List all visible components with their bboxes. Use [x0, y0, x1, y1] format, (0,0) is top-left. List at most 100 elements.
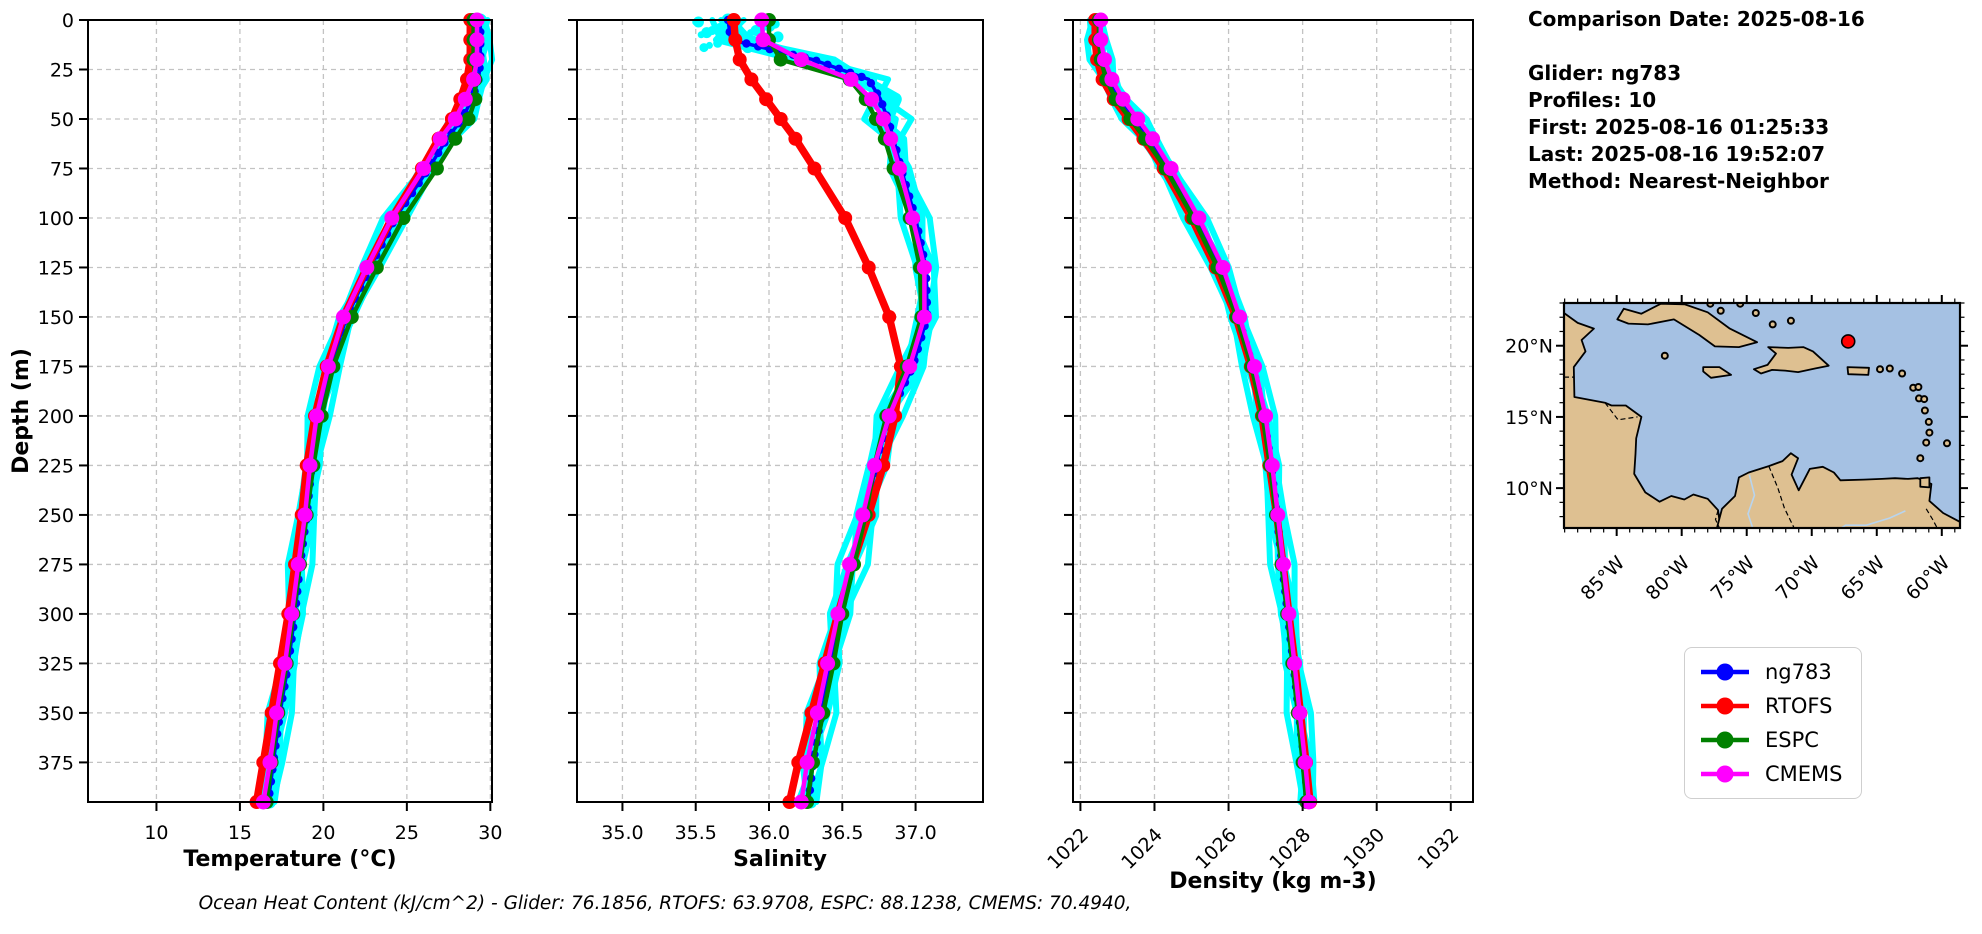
land-jamaica: [1702, 366, 1733, 379]
legend-item-ng783[interactable]: ng783: [1699, 660, 1843, 684]
map-lon-label: 85°W: [1577, 552, 1630, 605]
depth-tick-label: 200: [38, 406, 74, 428]
river: [1839, 510, 1906, 528]
depth-tick-label: 175: [38, 356, 74, 378]
island: [1885, 364, 1894, 373]
density-CMEMS-line: [1098, 20, 1312, 803]
density-subplot: 1022 1024 1026 1028 1030 1032 Density (kg m-3): [1043, 12, 1474, 894]
depth-tick-label: 0: [62, 10, 74, 32]
temperature-axes-frame: [87, 19, 493, 803]
x-tick-label: 35.0: [601, 822, 643, 844]
x-tick-label: 30: [478, 822, 502, 844]
x-tick-label: 10: [144, 822, 168, 844]
country-border: [1768, 465, 1795, 528]
depth-tick-label: 75: [50, 158, 74, 180]
country-border: [1604, 402, 1638, 421]
temperature-CMEMS-markers: [255, 12, 485, 810]
x-tick-label: 35.5: [675, 822, 717, 844]
depth-tick-label: 375: [38, 752, 74, 774]
salinity-axes-frame: [576, 19, 984, 803]
density-ESPC-markers: [1091, 13, 1314, 809]
salinity-axis-label: Salinity: [733, 847, 827, 872]
legend-item-CMEMS[interactable]: CMEMS: [1699, 762, 1843, 786]
legend-label-CMEMS: CMEMS: [1765, 762, 1843, 786]
density-axis-label: Density (kg m-3): [1169, 869, 1377, 894]
depth-tick-label: 250: [38, 505, 74, 527]
legend-label-RTOFS: RTOFS: [1765, 694, 1833, 718]
x-tick-label: 36.0: [748, 822, 790, 844]
density-glider-envelope: [1084, 13, 1318, 809]
map-lon-label: 75°W: [1707, 552, 1760, 605]
map-lat-label: 10°N: [1505, 478, 1553, 500]
x-tick-label: 1028: [1265, 824, 1315, 874]
land-hispaniola: [1752, 346, 1830, 375]
first-profile-time: First: 2025-08-16 01:25:33: [1528, 115, 1830, 139]
comparison-date: Comparison Date: 2025-08-16: [1528, 7, 1865, 31]
salinity-subplot: 35.0 35.5 36.0 36.5 37.0 Salinity: [568, 12, 984, 872]
glider-name: Glider: ng783: [1528, 61, 1682, 85]
island: [1660, 351, 1669, 360]
legend-label-ESPC: ESPC: [1765, 728, 1819, 752]
legend-line-RTOFS: [1701, 697, 1749, 715]
x-tick-label: 1026: [1191, 824, 1241, 874]
depth-tick-label: 350: [38, 703, 74, 725]
map-lon-label: 60°W: [1902, 552, 1955, 605]
island: [1924, 417, 1933, 426]
x-tick-label: 15: [228, 822, 252, 844]
info-block: Comparison Date: 2025-08-16 Glider: ng78…: [1528, 6, 1865, 195]
depth-tick-label: 225: [38, 455, 74, 477]
country-border: [1925, 508, 1938, 528]
method: Method: Nearest-Neighbor: [1528, 169, 1829, 193]
island: [1920, 395, 1929, 404]
density-ng783-markers: [1092, 15, 1312, 799]
density-axes-frame: [1072, 19, 1474, 803]
x-tick-label: 1030: [1339, 824, 1389, 874]
island: [1751, 309, 1760, 317]
depth-tick-label: 125: [38, 257, 74, 279]
density-RTOFS-markers: [1088, 13, 1317, 809]
legend-item-RTOFS[interactable]: RTOFS: [1699, 694, 1843, 718]
map-lat-label: 20°N: [1505, 336, 1553, 358]
land-puerto-rico: [1846, 366, 1870, 376]
island: [1916, 454, 1925, 463]
river: [1747, 474, 1756, 528]
location-map: 20°N 15°N 10°N 85°W 80°W 75°W 70°W 65°W 60°W: [1505, 295, 1968, 605]
density-RTOFS-line: [1091, 20, 1314, 803]
island: [1943, 439, 1951, 448]
map-canvas: [1564, 303, 1960, 528]
island: [1786, 316, 1795, 325]
legend-item-ESPC[interactable]: ESPC: [1699, 728, 1843, 752]
depth-tick-label: 325: [38, 653, 74, 675]
country-border: [1714, 510, 1721, 528]
island: [1876, 365, 1884, 374]
island: [1914, 383, 1923, 391]
last-profile-time: Last: 2025-08-16 19:52:07: [1528, 142, 1826, 166]
map-lon-label: 65°W: [1837, 552, 1890, 605]
depth-tick-label: 300: [38, 604, 74, 626]
land-south-america: [1716, 452, 1960, 528]
density-CMEMS-markers: [1093, 12, 1317, 810]
legend: ng783 RTOFS ESPC CMEMS: [1684, 647, 1862, 799]
salinity-CMEMS-markers: [754, 12, 932, 810]
glider-position-marker: [1840, 334, 1856, 349]
temperature-axis-label: Temperature (°C): [183, 847, 396, 872]
ocean-heat-content-note: Ocean Heat Content (kJ/cm^2) - Glider: 7…: [198, 893, 1132, 914]
x-tick-label: 37.0: [894, 822, 936, 844]
depth-tick-label: 150: [38, 307, 74, 329]
legend-line-ng783: [1701, 663, 1749, 681]
x-tick-label: 20: [311, 822, 335, 844]
map-lon-label: 80°W: [1642, 552, 1695, 605]
depth-axis-label: Depth (m): [9, 348, 34, 474]
profiles-count: Profiles: 10: [1528, 88, 1657, 112]
depth-tick-label: 100: [38, 208, 74, 230]
x-tick-label: 36.5: [821, 822, 863, 844]
legend-line-CMEMS: [1701, 765, 1749, 783]
island: [1716, 306, 1725, 315]
land-trinidad: [1919, 476, 1931, 489]
x-tick-label: 1022: [1043, 824, 1093, 874]
map-lat-label: 15°N: [1505, 407, 1553, 429]
island: [1922, 438, 1931, 447]
legend-line-ESPC: [1701, 731, 1749, 749]
land-cuba: [1616, 303, 1759, 348]
island: [1898, 369, 1907, 378]
